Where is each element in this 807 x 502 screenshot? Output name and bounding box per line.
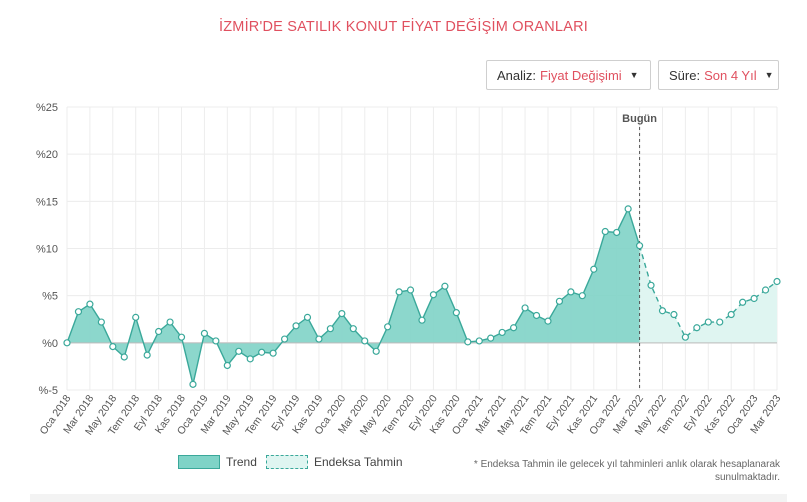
trend-point [601,227,609,236]
trend-point [418,316,426,324]
trend-point [544,317,552,325]
forecast-area [639,245,777,343]
trend-point [532,311,541,320]
analiz-label: Analiz: [497,67,537,83]
forecast-point [750,294,758,303]
forecast-point [681,333,689,341]
forecast-point [716,318,724,326]
trend-point [487,334,495,342]
trend-point [452,309,460,317]
trend-point [246,355,254,363]
trend-point [624,205,632,213]
trend-point [74,308,83,316]
trend-point [166,318,174,326]
trend-point [303,313,312,321]
y-tick-label: %5 [42,291,58,303]
forecast-point [658,307,667,315]
trend-point [86,300,94,308]
trend-point [235,347,243,355]
trend-point [384,323,392,331]
trend-point [521,304,529,312]
forecast-point [647,281,655,289]
y-tick-label: %25 [36,102,58,114]
trend-swatch [178,455,220,469]
bottom-divider [30,494,787,502]
trend-point [338,309,346,318]
y-tick-label: %20 [36,149,58,161]
trend-point [143,351,151,359]
trend-point [429,291,438,299]
trend-point [200,329,209,337]
analiz-value: Fiyat Değişimi [540,67,622,83]
trend-point [269,349,277,357]
trend-point [613,228,621,237]
trend-point [498,328,506,337]
legend-trend-label: Trend [226,455,257,469]
legend-trend[interactable]: Trend [178,455,257,469]
forecast-swatch [266,455,308,469]
trend-line [66,206,641,385]
trend-point [406,286,415,294]
trend-point [567,288,575,296]
legend-forecast-label: Endeksa Tahmin [314,455,403,469]
trend-point [155,327,163,336]
trend-point [258,348,266,356]
trend-point [372,347,380,355]
forecast-point [739,298,747,306]
y-tick-label: %0 [42,338,58,350]
trend-point [109,343,117,351]
trend-point [97,318,105,326]
trend-point [326,325,334,333]
chart-title: İZMİR'DE SATILIK KONUT FİYAT DEĞİŞİM ORA… [219,19,588,35]
analiz-dropdown[interactable]: Analiz: Fiyat Değişimi ▼ [486,60,651,90]
legend-forecast[interactable]: Endeksa Tahmin [266,455,403,469]
trend-point [395,288,403,296]
caret-down-icon: ▼ [764,70,774,80]
trend-point [361,337,369,345]
forecast-point [773,277,781,286]
sure-label: Süre: [669,67,701,83]
trend-point [223,361,231,370]
forecast-note: * Endeksa Tahmin ile gelecek yıl tahminl… [473,459,780,483]
trend-point [555,297,564,305]
trend-point [189,380,197,388]
trend-point [315,335,323,343]
trend-point [280,335,289,343]
trend-point [590,265,598,273]
trend-point [578,292,586,300]
trend-point [349,325,357,333]
y-tick-label: %-5 [38,385,58,397]
forecast-point [704,318,712,326]
trend-point [635,242,644,250]
trend-point [132,313,140,321]
caret-down-icon: ▼ [629,70,639,80]
trend-point [510,324,518,332]
trend-point [177,333,186,341]
trend-point [212,337,220,345]
trend-point [63,339,71,347]
trend-point [475,337,483,345]
forecast-point [693,324,701,332]
forecast-point [727,310,735,319]
trend-point [292,322,300,330]
trend-point [120,353,128,361]
sure-dropdown[interactable]: Süre: Son 4 Yıl ▼ [658,60,779,90]
y-tick-label: %10 [36,244,58,256]
sure-value: Son 4 Yıl [704,67,757,83]
forecast-point [670,310,678,319]
y-tick-label: %15 [36,196,58,208]
trend-area [67,208,640,385]
forecast-point [761,286,770,294]
trend-point [464,338,472,346]
today-label: Bugün [622,113,657,125]
trend-point [441,282,449,290]
